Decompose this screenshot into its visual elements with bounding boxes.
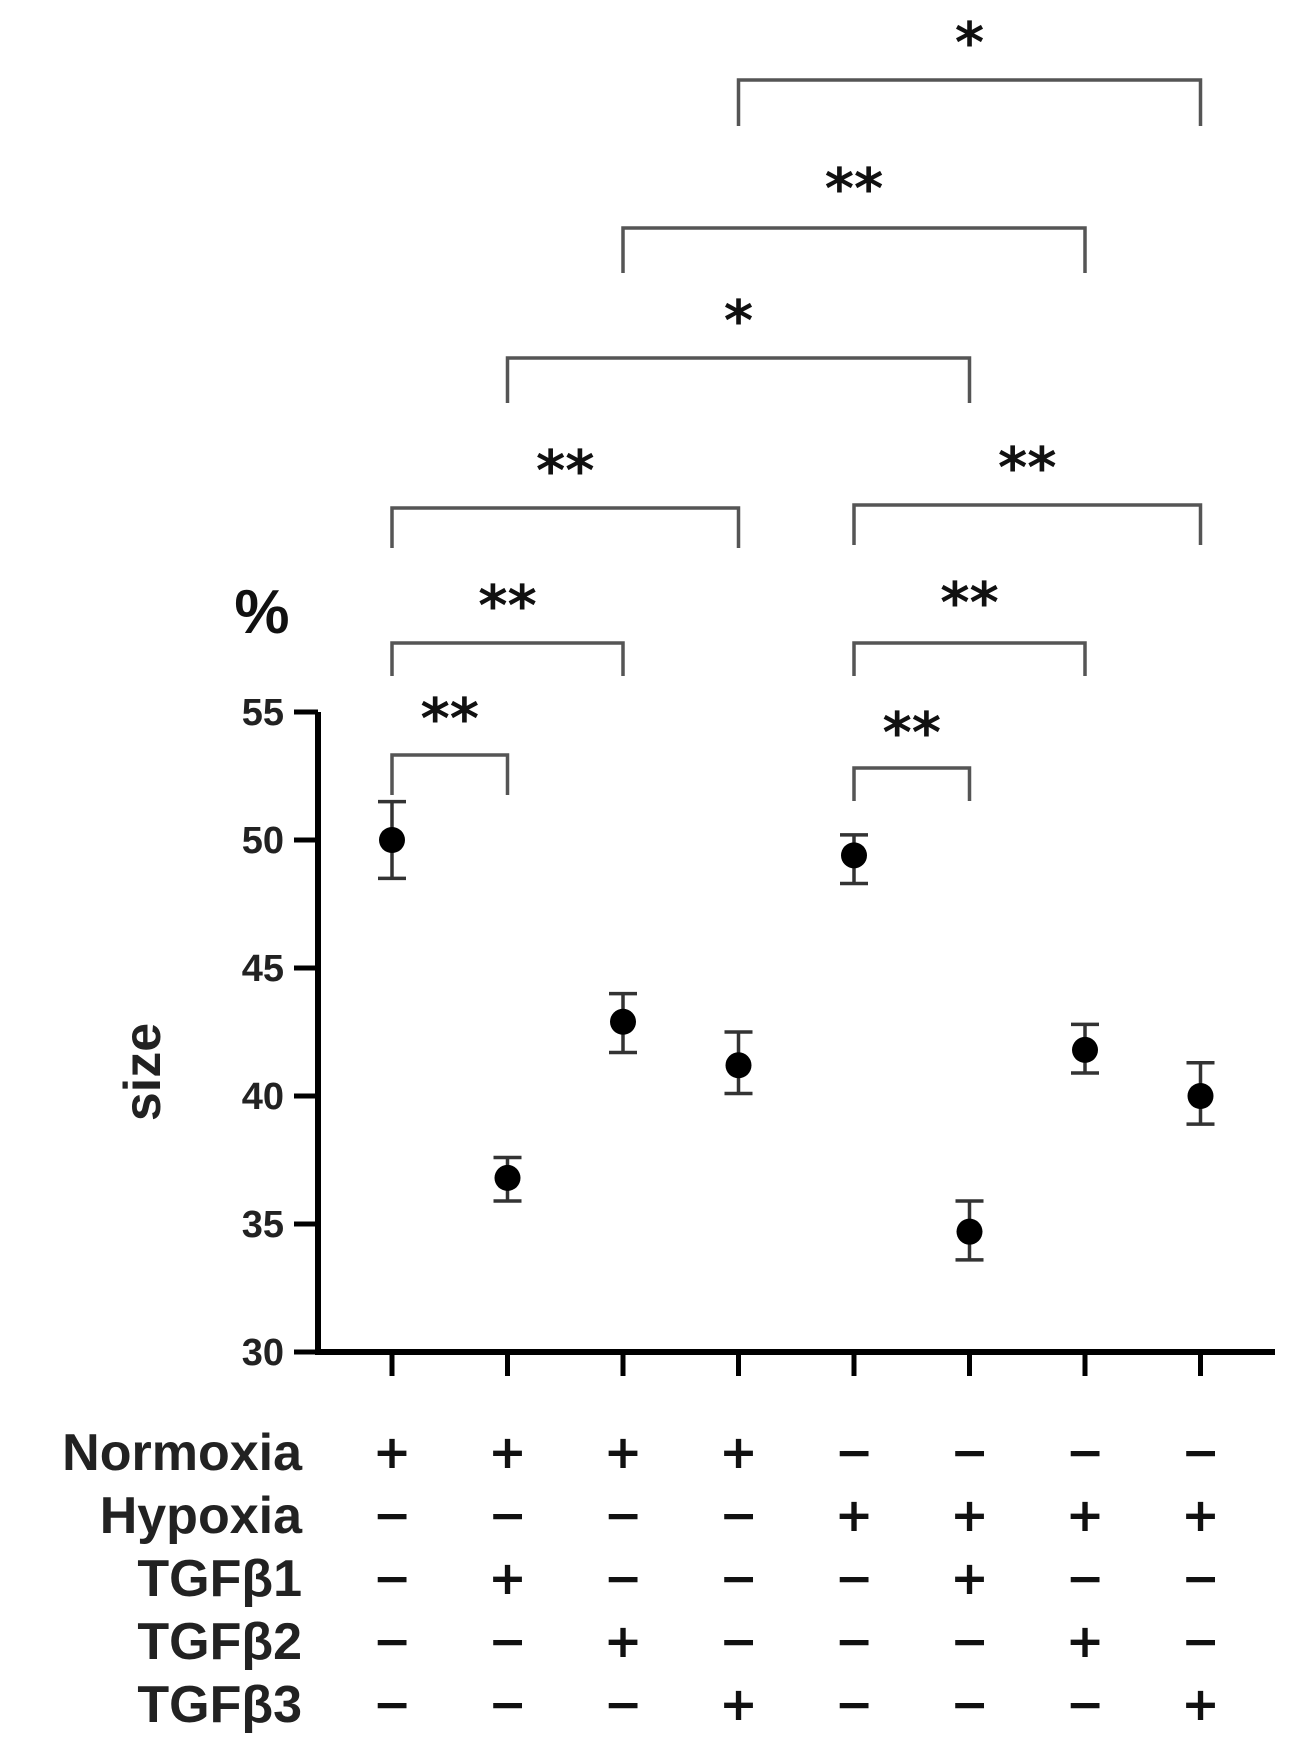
condition-sign: + (1181, 1677, 1220, 1731)
condition-sign: − (835, 1551, 874, 1605)
condition-sign: − (604, 1488, 643, 1542)
significance-label: * (955, 11, 984, 76)
condition-label: TGFβ3 (137, 1676, 302, 1734)
data-point (610, 1008, 636, 1035)
condition-table: Normoxia + + + + − − − − Hypoxia − − − − + + + + TGFβ1 − + − −… (62, 1424, 1220, 1734)
condition-sign: − (1066, 1551, 1105, 1605)
y-tick-label: 30 (242, 1332, 284, 1374)
condition-sign: + (950, 1488, 989, 1542)
significance-bracket (390, 506, 741, 548)
condition-sign: − (373, 1677, 412, 1731)
condition-sign: − (950, 1614, 989, 1668)
condition-sign: − (835, 1425, 874, 1479)
significance-label: ** (478, 574, 537, 639)
data-point (379, 827, 405, 853)
y-tick-label: 45 (242, 948, 284, 990)
significance-label: * (724, 289, 753, 354)
data-point (494, 1164, 521, 1191)
data-point (1187, 1083, 1214, 1109)
data-points (378, 799, 1215, 1262)
condition-sign: + (950, 1551, 989, 1605)
condition-label: Normoxia (62, 1424, 303, 1482)
condition-sign: − (1066, 1425, 1105, 1479)
condition-sign: − (373, 1551, 412, 1605)
condition-sign: − (1066, 1677, 1105, 1731)
condition-sign: + (1066, 1488, 1105, 1542)
condition-sign: − (604, 1551, 643, 1605)
significance-bracket (621, 226, 1087, 273)
axes: 30 35 40 45 50 55% size (114, 578, 1275, 1376)
condition-sign: − (950, 1677, 989, 1731)
significance-bracket (390, 753, 510, 795)
condition-sign: + (373, 1425, 412, 1479)
significance-label: ** (882, 701, 941, 766)
condition-sign: − (1181, 1614, 1220, 1668)
significance-bracket (852, 766, 972, 801)
condition-sign: − (488, 1677, 527, 1731)
condition-sign: − (1181, 1551, 1220, 1605)
data-point (956, 1218, 983, 1245)
condition-sign: + (604, 1614, 643, 1668)
condition-sign: + (835, 1488, 874, 1542)
condition-sign: + (719, 1425, 758, 1479)
condition-label: Hypoxia (100, 1487, 303, 1545)
condition-sign: − (373, 1614, 412, 1668)
condition-sign: + (1181, 1488, 1220, 1542)
significance-label: ** (825, 157, 884, 222)
condition-sign: + (488, 1425, 527, 1479)
condition-sign: − (719, 1551, 758, 1605)
condition-sign: − (488, 1488, 527, 1542)
significance-bracket (390, 641, 625, 676)
y-tick-label: 35 (242, 1204, 284, 1246)
condition-sign: + (1066, 1614, 1105, 1668)
significance-bracket (852, 503, 1203, 545)
condition-sign: − (604, 1677, 643, 1731)
y-tick-label: 50 (242, 820, 284, 862)
condition-sign: + (604, 1425, 643, 1479)
y-tick-label: 40 (242, 1076, 284, 1118)
data-point (841, 842, 867, 869)
significance-brackets: ** **** **** ****** (390, 11, 1203, 801)
data-point (1072, 1036, 1098, 1063)
condition-sign: − (835, 1677, 874, 1731)
condition-label: TGFβ1 (137, 1550, 302, 1608)
significance-label: ** (420, 687, 479, 752)
condition-sign: − (719, 1614, 758, 1668)
condition-sign: + (719, 1677, 758, 1731)
significance-bracket (736, 78, 1203, 126)
condition-sign: + (488, 1551, 527, 1605)
condition-sign: − (950, 1425, 989, 1479)
significance-label: ** (536, 439, 595, 504)
condition-sign: − (719, 1488, 758, 1542)
data-point (725, 1052, 752, 1079)
significance-label: ** (998, 436, 1057, 501)
significance-label: ** (940, 571, 999, 636)
y-tick-label: 55 (242, 692, 284, 734)
condition-sign: − (488, 1614, 527, 1668)
condition-sign: − (835, 1614, 874, 1668)
y-unit-label: % (234, 578, 289, 647)
y-axis-title: size (114, 1023, 172, 1121)
significance-bracket (505, 356, 972, 403)
condition-label: TGFβ2 (137, 1613, 302, 1671)
condition-sign: − (1181, 1425, 1220, 1479)
significance-bracket (852, 641, 1087, 676)
condition-sign: − (373, 1488, 412, 1542)
